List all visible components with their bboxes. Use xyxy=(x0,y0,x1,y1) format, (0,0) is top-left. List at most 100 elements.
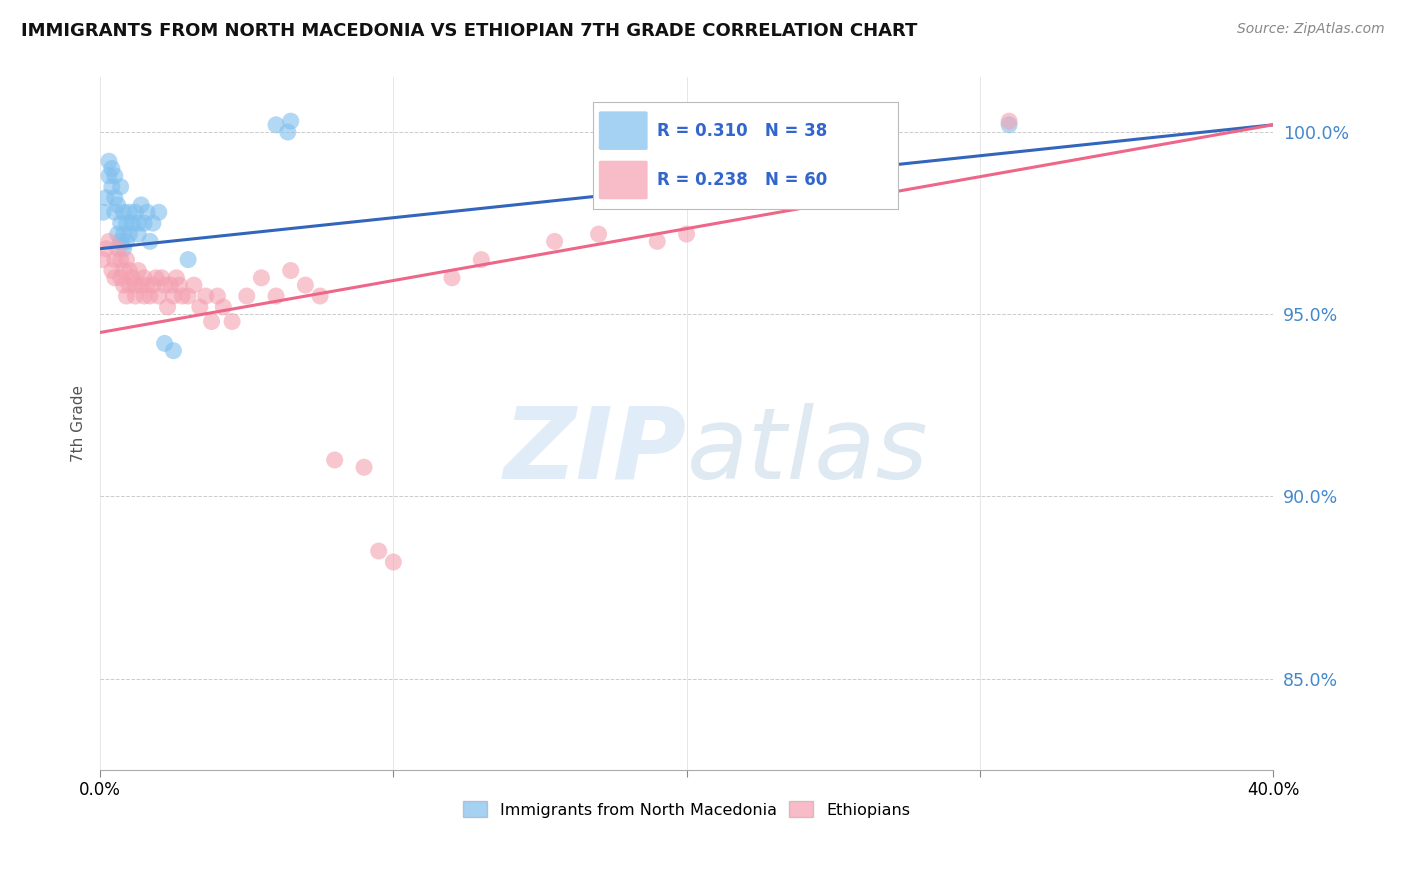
Point xyxy=(124,205,146,219)
Point xyxy=(124,278,146,293)
Point xyxy=(440,270,463,285)
Point xyxy=(169,278,191,293)
Point xyxy=(110,270,132,285)
Point xyxy=(136,278,159,293)
Point xyxy=(264,289,287,303)
Point xyxy=(104,270,127,285)
Point xyxy=(112,205,135,219)
Point xyxy=(107,227,129,241)
Point xyxy=(124,289,146,303)
Point xyxy=(127,263,149,277)
Point xyxy=(165,270,187,285)
Point xyxy=(115,235,138,249)
Point xyxy=(97,154,120,169)
Point xyxy=(121,216,143,230)
Point xyxy=(104,191,127,205)
Point xyxy=(110,179,132,194)
Point xyxy=(127,227,149,241)
Text: Source: ZipAtlas.com: Source: ZipAtlas.com xyxy=(1237,22,1385,37)
Point xyxy=(91,205,114,219)
Point xyxy=(543,235,565,249)
Point xyxy=(353,460,375,475)
Point xyxy=(136,205,159,219)
Point xyxy=(382,555,405,569)
Point xyxy=(367,544,389,558)
Point xyxy=(101,161,124,176)
Point xyxy=(998,114,1021,128)
Point xyxy=(118,205,141,219)
Text: IMMIGRANTS FROM NORTH MACEDONIA VS ETHIOPIAN 7TH GRADE CORRELATION CHART: IMMIGRANTS FROM NORTH MACEDONIA VS ETHIO… xyxy=(21,22,918,40)
Point xyxy=(264,118,287,132)
Point xyxy=(112,227,135,241)
Point xyxy=(153,336,176,351)
Point xyxy=(153,278,176,293)
Point xyxy=(110,216,132,230)
Point xyxy=(115,289,138,303)
Point xyxy=(129,278,152,293)
Point xyxy=(107,242,129,256)
Point xyxy=(588,227,610,241)
Point xyxy=(104,252,127,267)
Point xyxy=(110,235,132,249)
Point xyxy=(139,289,162,303)
Point xyxy=(145,270,167,285)
Point xyxy=(212,300,235,314)
Point xyxy=(159,278,181,293)
Point xyxy=(97,169,120,183)
Point xyxy=(470,252,492,267)
Point xyxy=(110,252,132,267)
Point xyxy=(139,235,162,249)
Point xyxy=(188,300,211,314)
Point xyxy=(162,343,184,358)
Point xyxy=(162,289,184,303)
Point xyxy=(250,270,273,285)
Point xyxy=(183,278,205,293)
Point xyxy=(132,216,155,230)
Point xyxy=(177,289,200,303)
Point xyxy=(121,270,143,285)
Point xyxy=(104,169,127,183)
Text: atlas: atlas xyxy=(686,402,928,500)
Point xyxy=(177,252,200,267)
Point xyxy=(323,453,346,467)
Point xyxy=(112,278,135,293)
Point xyxy=(132,289,155,303)
Point xyxy=(142,216,165,230)
Point xyxy=(115,252,138,267)
Point xyxy=(280,263,302,277)
Point xyxy=(172,289,194,303)
Point xyxy=(107,198,129,212)
Point xyxy=(280,114,302,128)
Point xyxy=(101,263,124,277)
Point xyxy=(645,235,668,249)
Point xyxy=(101,179,124,194)
Text: ZIP: ZIP xyxy=(503,402,686,500)
Point xyxy=(309,289,332,303)
Point xyxy=(129,198,152,212)
Legend: Immigrants from North Macedonia, Ethiopians: Immigrants from North Macedonia, Ethiopi… xyxy=(457,795,917,824)
Point xyxy=(97,235,120,249)
Point xyxy=(104,205,127,219)
Point xyxy=(132,270,155,285)
Point xyxy=(115,216,138,230)
Point xyxy=(221,314,243,328)
Point xyxy=(142,278,165,293)
Point xyxy=(150,270,173,285)
Point xyxy=(118,278,141,293)
Y-axis label: 7th Grade: 7th Grade xyxy=(72,385,86,462)
Point xyxy=(235,289,257,303)
Point xyxy=(118,263,141,277)
Point xyxy=(118,227,141,241)
Point xyxy=(148,289,170,303)
Point xyxy=(200,314,222,328)
Point xyxy=(194,289,217,303)
Point xyxy=(127,216,149,230)
Point xyxy=(94,242,117,256)
Point xyxy=(277,125,299,139)
Point xyxy=(112,263,135,277)
Point xyxy=(94,191,117,205)
Point xyxy=(294,278,316,293)
Point xyxy=(156,300,179,314)
Point xyxy=(675,227,697,241)
Point xyxy=(998,118,1021,132)
